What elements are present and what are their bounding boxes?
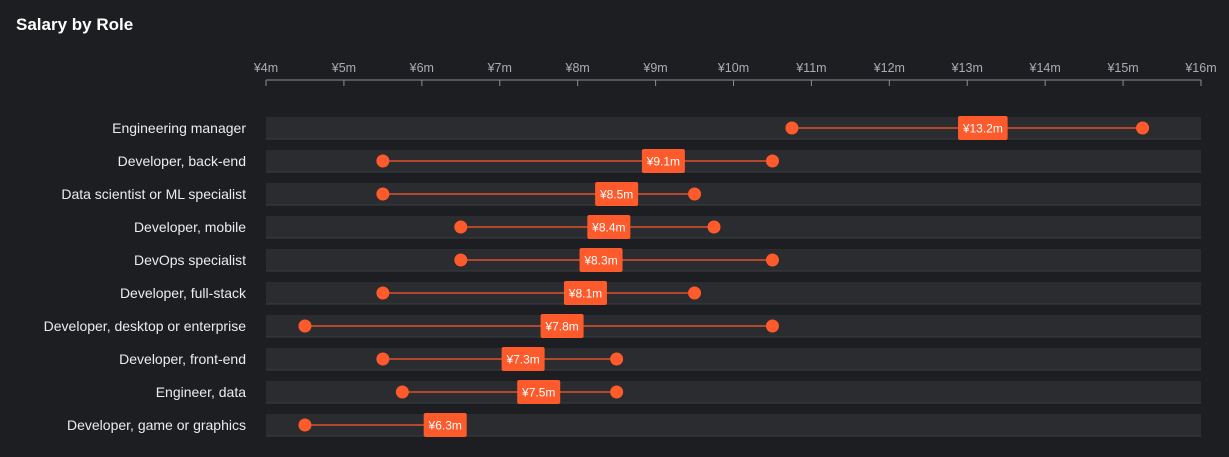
role-labels: Engineering manager Developer, back-end Da… xyxy=(44,120,247,433)
x-tick-label: ¥13m xyxy=(951,61,983,75)
max-dot xyxy=(765,319,779,333)
max-dot xyxy=(765,154,779,168)
min-dot xyxy=(376,352,390,366)
median-badge xyxy=(501,347,545,371)
page-title: Salary by Role xyxy=(16,15,134,34)
row-band xyxy=(266,348,1201,370)
x-tick-label: ¥6m xyxy=(409,61,434,75)
median-badge xyxy=(595,182,639,206)
x-tick-label: ¥10m xyxy=(717,61,749,75)
range-row: ¥7.8m xyxy=(298,314,779,338)
range-row: ¥7.3m xyxy=(376,347,624,371)
median-label: ¥8.5m xyxy=(599,188,633,202)
min-dot xyxy=(298,319,312,333)
median-label: ¥8.4m xyxy=(591,221,625,235)
range-row: ¥13.2m xyxy=(785,116,1150,140)
row-band xyxy=(266,183,1201,205)
min-dot xyxy=(454,253,468,267)
role-label: Engineer, data xyxy=(156,384,247,400)
role-label: Engineering manager xyxy=(112,120,246,136)
max-dot xyxy=(610,385,624,399)
role-label: Developer, back-end xyxy=(118,153,246,169)
x-tick-label: ¥8m xyxy=(565,61,590,75)
range-row: ¥8.3m xyxy=(454,248,779,272)
range-row: ¥9.1m xyxy=(376,149,779,173)
range-marks: ¥13.2m ¥9.1m ¥8.5m ¥8.4m ¥8.3m ¥8.1m ¥7.8m ¥7.3… xyxy=(298,116,1150,437)
x-tick-label: ¥14m xyxy=(1029,61,1061,75)
role-label: Developer, mobile xyxy=(134,219,246,235)
row-band xyxy=(266,381,1201,403)
x-axis: ¥4m ¥5m ¥6m ¥7m ¥8m ¥9m ¥10m ¥11m ¥12m ¥13m ¥14m ¥1… xyxy=(253,61,1217,86)
row-band xyxy=(266,282,1201,304)
x-tick-label: ¥5m xyxy=(331,61,356,75)
median-label: ¥13.2m xyxy=(962,122,1003,136)
range-row: ¥7.5m xyxy=(395,380,624,404)
median-label: ¥8.1m xyxy=(568,287,602,301)
role-label: DevOps specialist xyxy=(134,252,246,268)
max-dot xyxy=(610,352,624,366)
median-label: ¥9.1m xyxy=(646,155,680,169)
x-tick-label: ¥12m xyxy=(873,61,905,75)
range-row: ¥8.5m xyxy=(376,182,702,206)
role-label: Data scientist or ML specialist xyxy=(61,186,246,202)
range-row: ¥8.4m xyxy=(454,215,721,239)
min-dot xyxy=(454,220,468,234)
max-dot xyxy=(707,220,721,234)
role-label: Developer, desktop or enterprise xyxy=(44,318,247,334)
median-label: ¥7.5m xyxy=(521,386,555,400)
median-badge xyxy=(540,314,584,338)
min-dot xyxy=(376,154,390,168)
range-row: ¥6.3m xyxy=(298,413,467,437)
min-dot xyxy=(395,385,409,399)
min-dot xyxy=(785,121,799,135)
median-badge xyxy=(958,116,1008,140)
median-label: ¥7.3m xyxy=(505,353,539,367)
role-label: Developer, game or graphics xyxy=(67,417,246,433)
row-band xyxy=(266,414,1201,436)
x-tick-label: ¥16m xyxy=(1184,61,1216,75)
max-dot xyxy=(1136,121,1150,135)
min-dot xyxy=(376,187,390,201)
row-band xyxy=(266,216,1201,238)
median-label: ¥7.8m xyxy=(544,320,578,334)
max-dot xyxy=(688,286,702,300)
min-dot xyxy=(376,286,390,300)
x-tick-label: ¥9m xyxy=(642,61,667,75)
role-label: Developer, full-stack xyxy=(120,285,247,301)
x-tick-label: ¥15m xyxy=(1106,61,1138,75)
max-dot xyxy=(688,187,702,201)
median-badge xyxy=(423,413,467,437)
median-badge xyxy=(563,281,607,305)
x-tick-label: ¥4m xyxy=(253,61,278,75)
median-badge xyxy=(517,380,561,404)
role-label: Developer, front-end xyxy=(119,351,246,367)
median-label: ¥6.3m xyxy=(428,419,462,433)
median-badge xyxy=(587,215,631,239)
min-dot xyxy=(298,418,312,432)
median-label: ¥8.3m xyxy=(583,254,617,268)
x-tick-label: ¥7m xyxy=(487,61,512,75)
max-dot xyxy=(765,253,779,267)
median-badge xyxy=(579,248,623,272)
range-row: ¥8.1m xyxy=(376,281,702,305)
median-badge xyxy=(641,149,685,173)
x-tick-label: ¥11m xyxy=(795,61,826,75)
